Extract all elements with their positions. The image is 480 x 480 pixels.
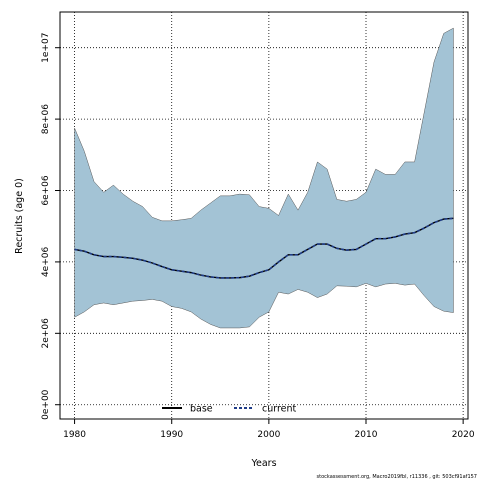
- data-point-current: [74, 249, 75, 250]
- legend: base current: [162, 404, 297, 415]
- data-point-current: [327, 243, 328, 244]
- data-point-current: [307, 249, 308, 250]
- confidence-band: [74, 27, 454, 329]
- data-point-current: [297, 254, 298, 255]
- data-point-current: [278, 261, 279, 262]
- series-line-current: [74, 217, 454, 279]
- y-axis-title: Recruits (age 0): [14, 178, 25, 254]
- y-tick-label: 2e+06: [41, 318, 51, 349]
- data-point-current: [404, 233, 405, 234]
- data-point-current: [424, 227, 425, 228]
- data-point-current: [132, 258, 133, 259]
- data-point-current: [453, 218, 454, 219]
- data-point-current: [317, 243, 318, 244]
- data-point-current: [375, 238, 376, 239]
- data-point-current: [239, 277, 240, 278]
- data-point-current: [142, 260, 143, 261]
- data-point-current: [433, 222, 434, 223]
- y-tick-label: 0e+00: [41, 389, 51, 420]
- data-point-current: [443, 218, 444, 219]
- footer-credit: stockassessment.org, Macro2019fbl, r1133…: [317, 474, 477, 480]
- data-point-current: [171, 269, 172, 270]
- data-point-current: [152, 262, 153, 263]
- x-tick-label: 2000: [257, 430, 280, 440]
- data-point-current: [395, 236, 396, 237]
- data-point-current: [288, 254, 289, 255]
- plot-frame: [59, 11, 469, 420]
- y-tick-label: 4e+06: [41, 247, 51, 278]
- data-point-current: [249, 276, 250, 277]
- x-tick-label: 1980: [63, 430, 86, 440]
- data-point-current: [103, 256, 104, 257]
- data-point-current: [385, 238, 386, 239]
- data-point-current: [356, 249, 357, 250]
- x-tick-label: 1990: [160, 430, 183, 440]
- x-tick-label: 2020: [452, 430, 475, 440]
- data-point-current: [84, 251, 85, 252]
- data-point-current: [336, 248, 337, 249]
- data-point-current: [346, 250, 347, 251]
- data-point-current: [259, 272, 260, 273]
- data-point-current: [365, 243, 366, 244]
- data-point-current: [229, 277, 230, 278]
- legend-label-current: current: [262, 404, 297, 415]
- y-tick-label: 6e+06: [41, 175, 51, 206]
- data-point-current: [161, 266, 162, 267]
- data-point-current: [268, 269, 269, 270]
- data-point-current: [191, 272, 192, 273]
- axes: 1980 1990 2000 2010 2020 0e+00 2e+06 4e+06 6e+06…: [41, 33, 475, 440]
- data-point-current: [93, 254, 94, 255]
- data-point-current: [220, 277, 221, 278]
- data-point-current: [181, 271, 182, 272]
- data-point-current: [200, 275, 201, 276]
- data-point-current: [113, 256, 114, 257]
- y-tick-label: 1e+07: [41, 33, 51, 63]
- x-tick-label: 2010: [355, 430, 378, 440]
- y-tick-label: 8e+06: [41, 104, 51, 135]
- data-point-current: [123, 257, 124, 258]
- data-point-current: [210, 276, 211, 277]
- x-axis-title: Years: [250, 458, 276, 469]
- data-point-current: [414, 232, 415, 233]
- legend-label-base: base: [190, 404, 213, 415]
